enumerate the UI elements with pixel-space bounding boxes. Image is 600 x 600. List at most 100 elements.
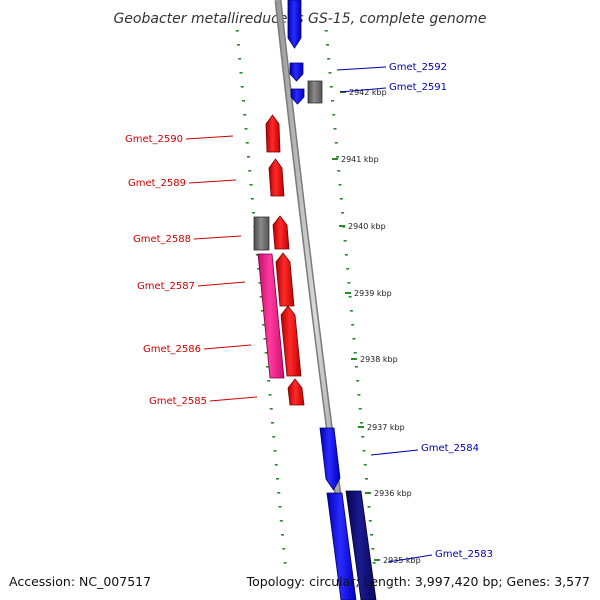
outer-tick-ring-dot — [328, 72, 332, 74]
feature-rna-2587[interactable] — [257, 253, 285, 379]
tick-label: 2940 kbp — [348, 222, 386, 231]
inner-tick-ring-dot — [277, 492, 281, 494]
gene-arrow-gmet-2590[interactable] — [265, 114, 281, 153]
inner-tick-ring-dot — [235, 30, 239, 32]
inner-tick-ring-dot — [269, 408, 273, 410]
outer-tick-ring-dot — [361, 436, 365, 438]
topology-text: Topology: circular; Length: 3,997,420 bp… — [246, 574, 590, 589]
outer-tick-ring-dot — [338, 184, 342, 186]
outer-tick-ring-dot — [354, 366, 358, 368]
outer-tick-ring-dot — [341, 212, 345, 214]
tick-label: 2938 kbp — [360, 355, 398, 364]
tick-group: 2942 kbp 2941 kbp 2940 kbp 2939 kbp 2938 kbp… — [332, 88, 421, 565]
outer-tick-ring-dot — [363, 464, 367, 466]
gene-leader-line — [336, 66, 387, 71]
inner-tick-ring-dot — [276, 478, 280, 480]
gene-label-gmet-2583[interactable]: Gmet_2583 — [435, 549, 493, 560]
gene-label-gmet-2587[interactable]: Gmet_2587 — [137, 281, 195, 292]
tick-mark — [351, 358, 357, 360]
gene-arrow-gmet-2591[interactable] — [290, 88, 305, 105]
outer-tick-ring-dot — [356, 380, 360, 382]
tick-label: 2939 kbp — [354, 289, 392, 298]
outer-tick-ring-dot — [359, 422, 363, 424]
outer-tick-ring-dot — [343, 240, 347, 242]
inner-tick-ring-dot — [260, 310, 264, 312]
gene-arrow-top[interactable] — [287, 0, 302, 49]
gene-label-gmet-2592[interactable]: Gmet_2592 — [389, 62, 447, 73]
gene-label-group: Gmet_2592 Gmet_2591 Gmet_2590 Gmet_2589 Gmet… — [125, 62, 493, 563]
gene-leader-line — [339, 87, 387, 93]
inner-tick-ring-dot — [264, 352, 268, 354]
outer-tick-ring-dot — [353, 352, 357, 354]
gene-arrow-gmet-2584[interactable] — [319, 427, 341, 491]
outer-tick-ring-dot — [344, 254, 348, 256]
tick-rings — [235, 30, 376, 564]
inner-tick-ring-dot — [239, 72, 243, 74]
outer-tick-ring-dot — [357, 394, 361, 396]
inner-tick-ring-dot — [278, 506, 282, 508]
outer-tick-ring-dot — [347, 282, 351, 284]
tick-label: 2935 kbp — [383, 556, 421, 565]
inner-tick-ring-dot — [274, 464, 278, 466]
gene-arrow-gmet-2589[interactable] — [268, 158, 285, 197]
inner-tick-ring-dot — [263, 338, 267, 340]
outer-tick-ring-dot — [331, 100, 334, 102]
inner-tick-ring-dot — [236, 44, 240, 46]
inner-tick-ring-dot — [268, 394, 272, 396]
accession-text: Accession: NC_007517 — [9, 574, 151, 589]
gene-leader-line — [188, 179, 237, 184]
inner-tick-ring-dot — [252, 212, 256, 214]
outer-tick-ring-dot — [346, 268, 350, 270]
gene-arrow-gmet-2587[interactable] — [275, 252, 295, 307]
outer-tick-ring-dot — [324, 30, 328, 32]
gene-leader-line — [387, 554, 433, 563]
inner-tick-ring-dot — [283, 562, 287, 564]
inner-tick-ring-dot — [267, 380, 271, 382]
outer-tick-ring-dot — [368, 520, 372, 522]
outer-tick-ring-dot — [372, 562, 376, 564]
inner-tick-ring-dot — [248, 170, 252, 172]
tick-mark — [365, 492, 371, 494]
gene-label-gmet-2584[interactable]: Gmet_2584 — [421, 443, 479, 454]
inner-tick-ring-dot — [238, 58, 242, 60]
tick-label: 2942 kbp — [349, 88, 387, 97]
tick-mark — [345, 292, 351, 294]
tick-mark — [339, 225, 345, 227]
gene-label-gmet-2586[interactable]: Gmet_2586 — [143, 344, 201, 355]
inner-tick-ring-dot — [259, 296, 263, 298]
inner-tick-ring-dot — [247, 156, 251, 158]
gene-label-gmet-2589[interactable]: Gmet_2589 — [128, 178, 186, 189]
gene-arrow-gmet-2586[interactable] — [280, 305, 302, 377]
gene-arrow-gmet-2592[interactable] — [289, 62, 304, 82]
tick-label: 2941 kbp — [341, 155, 379, 164]
outer-tick-ring-dot — [327, 58, 331, 60]
gene-arrow-gmet-2585[interactable] — [287, 378, 305, 406]
outer-tick-ring-dot — [339, 198, 343, 200]
outer-tick-ring-dot — [334, 142, 338, 144]
gene-label-gmet-2591[interactable]: Gmet_2591 — [389, 82, 447, 93]
tick-mark — [374, 559, 380, 561]
gene-arrow-gmet-2583-a[interactable] — [326, 492, 357, 600]
feature-gray-2591[interactable] — [307, 80, 323, 104]
gene-label-gmet-2590[interactable]: Gmet_2590 — [125, 134, 183, 145]
outer-tick-ring-dot — [358, 408, 362, 410]
gene-label-gmet-2588[interactable]: Gmet_2588 — [133, 234, 191, 245]
inner-tick-ring-dot — [270, 422, 274, 424]
gene-leader-line — [197, 281, 246, 287]
inner-tick-ring-dot — [244, 128, 248, 130]
gene-leader-line — [370, 449, 419, 456]
inner-tick-ring-dot — [250, 198, 254, 200]
outer-tick-ring-dot — [362, 450, 366, 452]
outer-tick-ring-dot — [333, 128, 337, 130]
outer-tick-ring-dot — [332, 114, 336, 116]
outer-tick-ring-dot — [367, 506, 371, 508]
inner-tick-ring-dot — [258, 282, 262, 284]
gene-arrow-gmet-2588[interactable] — [272, 215, 290, 250]
feature-gray-2588[interactable] — [253, 216, 270, 251]
gene-leader-line — [203, 344, 252, 350]
outer-tick-ring-dot — [370, 534, 374, 536]
gene-arrow-gmet-2583-b[interactable] — [345, 490, 377, 600]
outer-tick-ring-dot — [329, 86, 333, 88]
inner-tick-ring-dot — [282, 548, 286, 550]
gene-label-gmet-2585[interactable]: Gmet_2585 — [149, 396, 207, 407]
